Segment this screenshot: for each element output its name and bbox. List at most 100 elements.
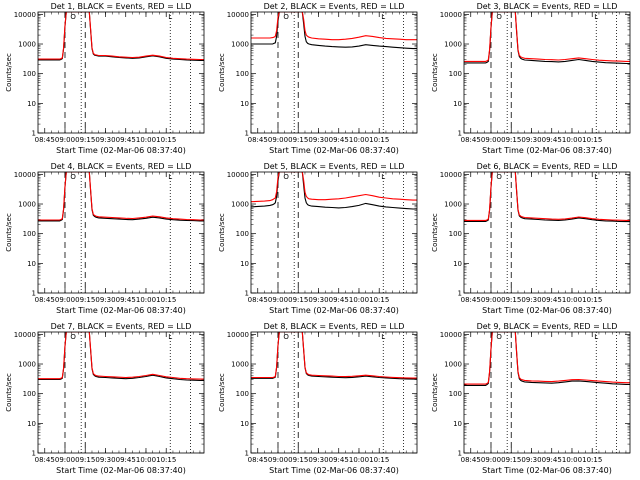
chart-title: Det 5, BLACK = Events, RED = LLD	[264, 162, 405, 171]
x-tick-label: 09:45	[116, 136, 136, 144]
y-tick-label: 1000	[231, 41, 249, 49]
series-line-events	[251, 172, 417, 210]
event-marker: L	[168, 173, 172, 181]
x-axis-label: Start Time (02-Mar-06 08:37:40)	[482, 306, 612, 315]
y-tick-label: 10	[27, 260, 36, 268]
chart-panel-5: Det 5, BLACK = Events, RED = LLD Counts/s…	[218, 162, 418, 315]
x-tick-label: 09:30	[521, 296, 541, 304]
x-tick-label: 10:15	[369, 456, 389, 464]
x-tick-label: 10:00	[136, 296, 156, 304]
x-tick-label: 09:15	[288, 136, 308, 144]
series-line-lld	[38, 12, 204, 61]
y-tick-label: 10000	[440, 331, 462, 339]
y-tick-label: 1	[245, 450, 249, 458]
chart-panel-7: Det 7, BLACK = Events, RED = LLD Counts/s…	[5, 322, 205, 475]
event-marker: O	[496, 333, 502, 341]
y-tick-label: 10	[453, 100, 462, 108]
y-tick-label: 10000	[227, 331, 249, 339]
x-tick-label: 10:00	[349, 456, 369, 464]
y-axis-label: Counts/sec	[218, 213, 226, 252]
x-tick-label: 10:15	[582, 136, 602, 144]
y-tick-label: 1000	[18, 361, 36, 369]
y-tick-label: 100	[236, 390, 249, 398]
y-axis-label: Counts/sec	[431, 213, 439, 252]
x-tick-label: 09:15	[501, 136, 521, 144]
x-tick-label: 09:30	[95, 456, 115, 464]
y-tick-label: 10000	[227, 171, 249, 179]
x-tick-label: 09:00	[481, 136, 501, 144]
x-tick-label: 10:15	[156, 296, 176, 304]
series-line-lld	[251, 12, 417, 41]
event-marker: O	[283, 333, 289, 341]
y-tick-label: 10000	[14, 11, 36, 19]
x-tick-label: 08:45	[248, 456, 268, 464]
y-tick-label: 1	[32, 130, 36, 138]
y-tick-label: 100	[23, 70, 36, 78]
chart-panel-1: Det 1, BLACK = Events, RED = LLD Counts/s…	[5, 2, 205, 155]
y-tick-label: 1000	[18, 201, 36, 209]
x-tick-label: 09:30	[308, 296, 328, 304]
x-tick-label: 10:15	[582, 456, 602, 464]
y-axis-label: Counts/sec	[218, 53, 226, 92]
plot-frame	[463, 11, 631, 134]
x-tick-label: 09:00	[55, 296, 75, 304]
event-marker: O	[496, 13, 502, 21]
event-marker: O	[70, 13, 76, 21]
event-marker: O	[283, 173, 289, 181]
event-marker: L	[381, 13, 385, 21]
plot-frame	[250, 171, 418, 294]
x-tick-label: 08:45	[248, 136, 268, 144]
x-tick-label: 09:00	[268, 456, 288, 464]
plot-frame	[463, 331, 631, 454]
x-tick-label: 09:00	[481, 296, 501, 304]
x-tick-label: 09:45	[329, 456, 349, 464]
event-marker: L	[594, 173, 598, 181]
y-axis-label: Counts/sec	[431, 53, 439, 92]
y-axis-label: Counts/sec	[218, 373, 226, 412]
y-tick-label: 10	[453, 260, 462, 268]
x-axis-label: Start Time (02-Mar-06 08:37:40)	[56, 466, 186, 475]
y-tick-label: 1	[245, 130, 249, 138]
y-tick-label: 100	[449, 390, 462, 398]
x-tick-label: 09:00	[268, 296, 288, 304]
y-tick-label: 100	[449, 70, 462, 78]
x-tick-label: 09:45	[542, 136, 562, 144]
chart-title: Det 1, BLACK = Events, RED = LLD	[51, 2, 192, 11]
chart-title: Det 3, BLACK = Events, RED = LLD	[477, 2, 618, 11]
y-tick-label: 1	[245, 290, 249, 298]
x-tick-label: 10:15	[582, 296, 602, 304]
x-tick-label: 09:15	[288, 296, 308, 304]
series-line-lld	[38, 172, 204, 221]
x-axis-label: Start Time (02-Mar-06 08:37:40)	[482, 146, 612, 155]
y-tick-label: 10	[27, 420, 36, 428]
x-tick-label: 10:15	[156, 136, 176, 144]
event-marker: O	[283, 13, 289, 21]
y-axis-label: Counts/sec	[431, 373, 439, 412]
y-tick-label: 1	[32, 450, 36, 458]
x-tick-label: 09:45	[542, 456, 562, 464]
x-axis-label: Start Time (02-Mar-06 08:37:40)	[56, 146, 186, 155]
y-axis-label: Counts/sec	[5, 53, 13, 92]
x-tick-label: 09:30	[308, 136, 328, 144]
chart-panel-4: Det 4, BLACK = Events, RED = LLD Counts/s…	[5, 162, 205, 315]
y-tick-label: 1	[458, 290, 462, 298]
x-tick-label: 08:45	[35, 456, 55, 464]
y-tick-label: 1	[458, 130, 462, 138]
series-line-lld	[464, 12, 630, 62]
x-tick-label: 08:45	[461, 136, 481, 144]
y-tick-label: 1000	[231, 361, 249, 369]
chart-title: Det 2, BLACK = Events, RED = LLD	[264, 2, 405, 11]
event-marker: L	[168, 13, 172, 21]
y-tick-label: 10000	[440, 171, 462, 179]
x-tick-label: 10:00	[136, 456, 156, 464]
x-tick-label: 10:15	[156, 456, 176, 464]
event-marker: L	[168, 333, 172, 341]
y-tick-label: 10	[453, 420, 462, 428]
y-tick-label: 10	[240, 420, 249, 428]
y-tick-label: 1	[32, 290, 36, 298]
series-line-lld	[38, 332, 204, 380]
x-tick-label: 08:45	[461, 296, 481, 304]
y-tick-label: 10	[27, 100, 36, 108]
x-axis-label: Start Time (02-Mar-06 08:37:40)	[269, 466, 399, 475]
y-tick-label: 1000	[444, 41, 462, 49]
